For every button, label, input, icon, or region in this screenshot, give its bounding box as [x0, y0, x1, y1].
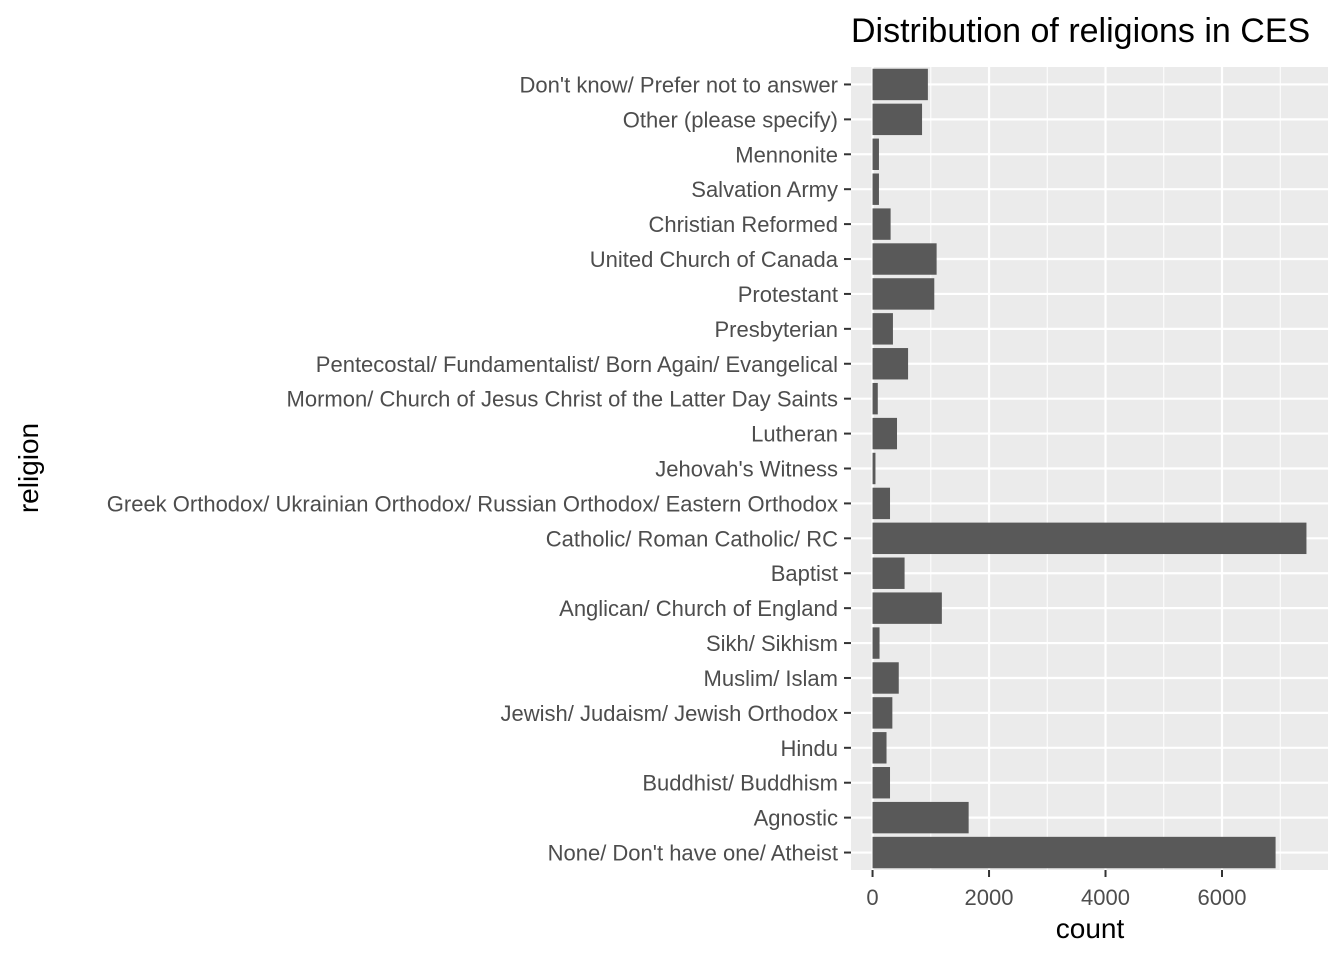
x-tick-label: 2000: [965, 885, 1014, 910]
y-tick-label: Greek Orthodox/ Ukrainian Orthodox/ Russ…: [107, 491, 838, 516]
bar: [872, 68, 928, 101]
y-tick-label: Mennonite: [735, 142, 838, 167]
y-tick-label: Catholic/ Roman Catholic/ RC: [546, 526, 838, 551]
y-axis-ticks: None/ Don't have one/ Atheist Agnostic Bud…: [107, 72, 851, 866]
x-tick-label: 4000: [1081, 885, 1130, 910]
bar: [872, 417, 898, 450]
y-tick-label: Don't know/ Prefer not to answer: [520, 72, 838, 97]
y-tick-label: Jehovah's Witness: [655, 457, 838, 482]
y-tick-label: Hindu: [781, 736, 838, 761]
y-tick-label: United Church of Canada: [590, 247, 839, 272]
x-axis-ticks: 0 2000 4000 6000: [866, 870, 1246, 910]
y-tick-label: Christian Reformed: [648, 212, 838, 237]
bar: [872, 103, 923, 136]
y-tick-label: Salvation Army: [691, 177, 838, 202]
y-tick-label: Agnostic: [754, 806, 838, 831]
y-tick-label: Baptist: [771, 561, 838, 586]
y-tick-label: Other (please specify): [623, 107, 838, 132]
bar: [872, 208, 891, 240]
bar: [872, 801, 969, 834]
x-tick-label: 0: [866, 885, 878, 910]
chart-title: Distribution of religions in CES: [851, 12, 1310, 50]
bar: [872, 836, 1276, 869]
y-tick-label: None/ Don't have one/ Atheist: [548, 841, 838, 866]
y-tick-label: Sikh/ Sikhism: [706, 631, 838, 656]
y-tick-label: Pentecostal/ Fundamentalist/ Born Again/…: [316, 352, 838, 377]
bar: [872, 662, 899, 694]
bar: [872, 173, 879, 205]
bar: [872, 382, 878, 415]
bar: [872, 278, 935, 310]
bar: [872, 348, 909, 380]
bar: [872, 243, 937, 275]
bar: [872, 313, 893, 345]
bar: [872, 487, 891, 520]
bar: [872, 557, 905, 589]
bar: [872, 697, 893, 729]
y-tick-label: Jewish/ Judaism/ Jewish Orthodox: [501, 701, 838, 726]
y-tick-label: Protestant: [738, 282, 838, 307]
y-tick-label: Lutheran: [751, 422, 838, 447]
bars: [872, 68, 1307, 869]
bar: [872, 452, 876, 485]
bar: [872, 522, 1307, 555]
y-tick-label: Buddhist/ Buddhism: [642, 771, 838, 796]
bar: [872, 767, 891, 799]
y-tick-label: Muslim/ Islam: [704, 666, 838, 691]
bar: [872, 732, 887, 764]
y-tick-label: Mormon/ Church of Jesus Christ of the La…: [287, 387, 838, 412]
y-axis-title: religion: [13, 423, 44, 513]
x-axis-title: count: [1056, 913, 1125, 944]
bar: [872, 138, 879, 170]
bar: [872, 592, 942, 624]
y-tick-label: Presbyterian: [714, 317, 838, 342]
x-tick-label: 6000: [1198, 885, 1247, 910]
bar: [872, 627, 880, 659]
y-tick-label: Anglican/ Church of England: [559, 596, 838, 621]
